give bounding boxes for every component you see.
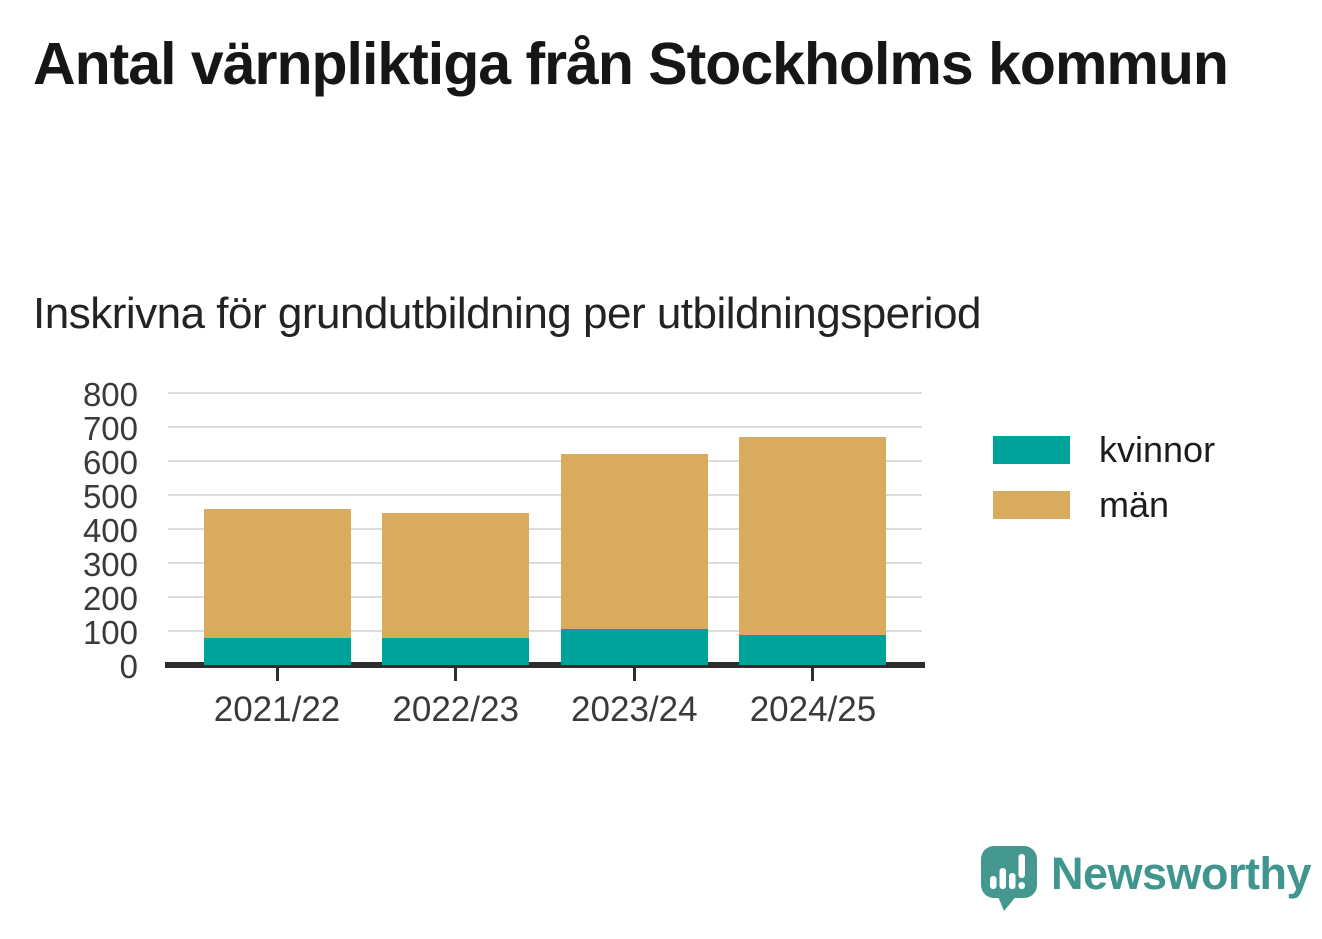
y-tick-label: 200	[82, 580, 138, 617]
newsworthy-logo-text: Newsworthy	[1051, 848, 1312, 899]
newsworthy-logo: Newsworthy	[981, 846, 1312, 912]
gridline	[168, 562, 922, 564]
gridline	[168, 494, 922, 496]
bar-segment-män	[382, 513, 530, 639]
x-tick-label: 2021/22	[213, 690, 341, 729]
x-tick-label: 2024/25	[749, 690, 877, 729]
x-axis-tick	[454, 668, 458, 681]
y-tick-label: 0	[119, 648, 138, 685]
x-axis-line	[165, 662, 925, 668]
gridline	[168, 392, 922, 394]
legend-swatch	[993, 491, 1070, 519]
y-tick-label: 400	[82, 512, 138, 549]
bar-segment-kvinnor	[203, 637, 351, 665]
gridline	[168, 460, 922, 462]
chart-title: Antal värnpliktiga från Stockholms kommu…	[33, 31, 1229, 97]
chart-legend: kvinnor män	[993, 429, 1215, 546]
legend-label: män	[1099, 484, 1170, 525]
y-tick-label: 700	[82, 410, 138, 447]
bar-segment-kvinnor	[560, 628, 708, 665]
legend-label: kvinnor	[1099, 429, 1216, 470]
gridline	[168, 528, 922, 530]
x-tick-label: 2023/24	[571, 690, 698, 729]
y-tick-label: 300	[82, 546, 138, 583]
x-axis-tick	[275, 668, 279, 681]
gridline	[168, 426, 922, 428]
plot-area	[165, 392, 925, 681]
x-tick-label: 2022/23	[392, 690, 519, 729]
y-tick-label: 100	[82, 614, 138, 651]
y-tick-label: 600	[82, 444, 138, 481]
newsworthy-logo-icon	[981, 846, 1037, 911]
bar-segment-män	[560, 454, 708, 629]
y-tick-label: 800	[82, 376, 138, 413]
legend-item: män	[993, 484, 1215, 525]
gridline	[168, 596, 922, 598]
y-tick-label: 500	[82, 478, 138, 515]
x-axis-tick	[632, 668, 636, 681]
chart-subtitle: Inskrivna för grundutbildning per utbild…	[33, 289, 982, 338]
x-axis-tick	[811, 668, 815, 681]
gridline	[168, 630, 922, 632]
bar-segment-kvinnor	[382, 638, 530, 665]
bar-segment-män	[203, 509, 351, 638]
legend-swatch	[993, 436, 1070, 464]
legend-item: kvinnor	[993, 429, 1215, 470]
bar-segment-män	[739, 436, 887, 636]
bar-segment-kvinnor	[739, 635, 887, 665]
